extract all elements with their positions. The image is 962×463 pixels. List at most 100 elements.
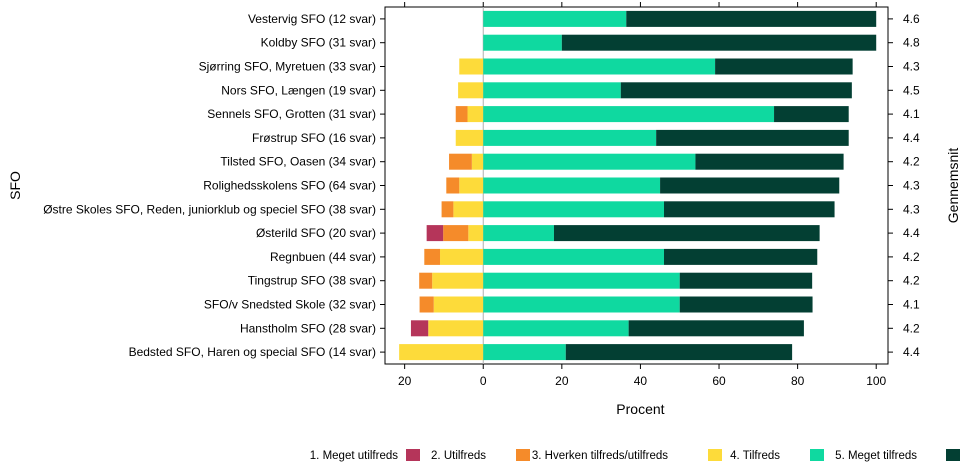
category-row: Sennels SFO, Grotten (31 svar) 4.1 [207,106,920,123]
bar-segment-4 [483,106,775,123]
legend-item: 4. Tilfreds [730,449,824,462]
category-label: Koldby SFO (31 svar) [261,36,376,50]
category-row: Koldby SFO (31 svar) 4.8 [261,34,920,51]
bar-segment-2 [455,106,468,123]
bar-segment-4 [483,320,629,337]
legend-label: 2. Utilfreds [431,450,486,462]
average-label: 4.8 [903,36,920,50]
average-label: 4.3 [903,202,920,216]
legend-swatch [708,449,722,461]
category-label: Østre Skoles SFO, Reden, juniorklub og s… [43,202,376,216]
right-axis-title: Gennemsnit [945,148,961,224]
average-label: 4.2 [903,274,920,288]
legend-item: 1. Meget utilfreds [310,449,420,462]
legend-label: 3. Hverken tilfreds/utilfreds [532,450,668,462]
bar-segment-3 [458,82,484,99]
category-row: Sjørring SFO, Myretuen (33 svar) 4.3 [199,58,920,75]
category-label: Østerild SFO (20 svar) [256,226,376,240]
average-label: 4.1 [903,298,920,312]
bar-segment-4 [483,153,696,170]
category-label: Nors SFO, Længen (19 svar) [221,83,376,97]
bar-segment-3 [428,320,484,337]
average-label: 4.2 [903,155,920,169]
average-label: 4.4 [903,226,920,240]
bar-segment-3 [467,106,484,123]
x-tick-label: 20 [398,374,412,388]
category-row: Bedsted SFO, Haren og special SFO (14 sv… [129,344,920,361]
category-label: Vestervig SFO (12 svar) [248,12,376,26]
bar-segment-4 [483,10,627,27]
average-label: 4.4 [903,345,920,359]
bar-segment-2 [424,248,441,265]
bar-segment-3 [471,153,484,170]
category-label: Sjørring SFO, Myretuen (33 svar) [199,60,376,74]
bar-segment-3 [440,248,484,265]
x-axis-title: Procent [616,401,664,417]
x-tick-label: 20 [555,374,569,388]
category-row: SFO/v Snedsted Skole (32 svar) 4.1 [204,296,920,313]
category-label: Tingstrup SFO (38 svar) [248,274,376,288]
bar-segment-5 [561,34,877,51]
bar-segment-4 [483,344,566,361]
bar-segment-5 [664,201,835,218]
average-label: 4.5 [903,83,920,97]
bar-segment-1 [410,320,429,337]
category-row: Rolighedsskolens SFO (64 svar) 4.3 [203,177,920,194]
bar-segment-4 [483,177,661,194]
category-row: Østerild SFO (20 svar) 4.4 [256,225,920,242]
bar-segment-4 [483,296,680,313]
bar-segment-3 [459,58,484,75]
bar-segment-5 [715,58,853,75]
x-tick-label: 40 [634,374,648,388]
category-label: Hanstholm SFO (28 svar) [240,321,376,335]
bar-segment-3 [399,344,484,361]
bar-segment-5 [620,82,852,99]
legend-swatch [516,449,530,461]
category-row: Østre Skoles SFO, Reden, juniorklub og s… [43,201,920,218]
bar-segment-2 [441,201,454,218]
category-label: Frøstrup SFO (16 svar) [252,131,376,145]
bar-segment-5 [553,225,820,242]
bar-segment-5 [660,177,840,194]
legend-swatch [406,449,420,461]
bar-segment-5 [695,153,844,170]
bar-segment-5 [679,272,813,289]
x-tick-label: 80 [791,374,805,388]
legend-label: 5. Meget tilfreds [835,450,917,462]
category-row: Tilsted SFO, Oasen (34 svar) 4.2 [220,153,920,170]
category-row: Regnbuen (44 svar) 4.2 [270,248,920,265]
legend-label: 1. Meget utilfreds [310,450,398,462]
bar-segment-4 [483,272,680,289]
bar-segment-4 [483,248,665,265]
x-tick-label: 100 [866,374,886,388]
category-label: Rolighedsskolens SFO (64 svar) [203,179,376,193]
legend-item: 3. Hverken tilfreds/utilfreds [532,449,722,462]
bar-segment-4 [483,201,665,218]
legend-swatch [810,449,824,461]
category-row: Frøstrup SFO (16 svar) 4.4 [252,129,920,146]
average-label: 4.1 [903,107,920,121]
bar-segment-4 [483,225,554,242]
average-label: 4.2 [903,321,920,335]
bar-segment-3 [459,177,484,194]
category-label: Regnbuen (44 svar) [270,250,376,264]
category-row: Hanstholm SFO (28 svar) 4.2 [240,320,920,337]
average-label: 4.2 [903,250,920,264]
bar-segment-5 [565,344,793,361]
average-label: 4.3 [903,179,920,193]
category-label: Sennels SFO, Grotten (31 svar) [207,107,376,121]
bar-segment-2 [446,177,460,194]
legend-swatch [946,449,960,461]
bar-segment-2 [443,225,469,242]
legend-item: 2. Utilfreds [431,449,530,462]
x-tick-label: 0 [480,374,487,388]
bar-segment-5 [679,296,813,313]
bar-segment-5 [626,10,877,27]
bar-segment-3 [433,296,484,313]
category-label: Tilsted SFO, Oasen (34 svar) [220,155,376,169]
bar-segment-3 [455,129,484,146]
category-row: Nors SFO, Længen (19 svar) 4.5 [221,82,920,99]
bar-segment-5 [774,106,849,123]
bar-segment-3 [432,272,484,289]
